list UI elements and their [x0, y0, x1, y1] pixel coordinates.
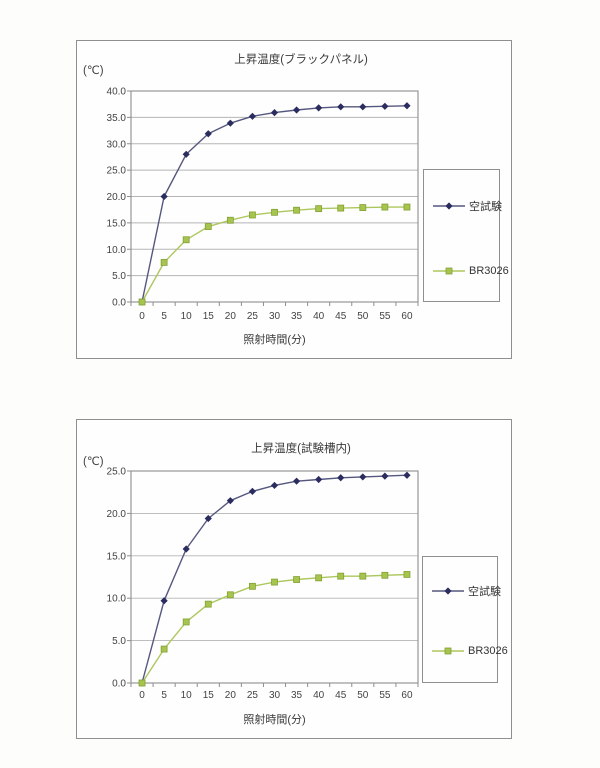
- svg-text:25.0: 25.0: [107, 166, 127, 177]
- svg-text:20: 20: [225, 690, 237, 701]
- svg-text:25: 25: [247, 311, 259, 322]
- svg-text:50: 50: [357, 690, 369, 701]
- legend-box: 空試験 BR3026: [422, 556, 508, 683]
- svg-text:20.0: 20.0: [107, 192, 127, 203]
- svg-text:50: 50: [357, 311, 369, 322]
- diamond-marker-icon: [432, 587, 464, 595]
- svg-text:0: 0: [139, 690, 145, 701]
- svg-text:15.0: 15.0: [107, 551, 127, 562]
- chart-test-chamber: 上昇温度(試験槽内) (℃) 0.0 5.0 10.0 15.0 20.0 25.0 0 5 1…: [76, 419, 512, 739]
- svg-text:15.0: 15.0: [107, 218, 127, 229]
- legend-label: BR3026: [468, 645, 508, 657]
- legend-label: 空試験: [468, 586, 501, 598]
- svg-text:40.0: 40.0: [107, 87, 127, 98]
- svg-text:10.0: 10.0: [107, 594, 127, 605]
- svg-text:15: 15: [203, 690, 215, 701]
- svg-text:25.0: 25.0: [107, 467, 127, 478]
- svg-text:55: 55: [379, 311, 391, 322]
- square-marker-icon: [433, 267, 465, 275]
- svg-text:15: 15: [203, 311, 215, 322]
- svg-text:35: 35: [291, 311, 303, 322]
- svg-text:25: 25: [247, 690, 259, 701]
- svg-text:60: 60: [401, 311, 413, 322]
- diamond-marker-icon: [433, 202, 465, 210]
- svg-text:0.0: 0.0: [112, 679, 126, 690]
- svg-text:5: 5: [161, 311, 167, 322]
- legend-item-blank-test: 空試験: [432, 198, 502, 214]
- square-marker-icon: [432, 647, 464, 655]
- svg-text:10: 10: [181, 690, 193, 701]
- svg-text:5.0: 5.0: [112, 636, 126, 647]
- x-axis-title: 照射時間(分): [243, 714, 306, 726]
- chart-title: 上昇温度(ブラックパネル): [234, 54, 368, 66]
- svg-text:40: 40: [313, 311, 325, 322]
- svg-text:20.0: 20.0: [107, 509, 127, 520]
- chart-title: 上昇温度(試験槽内): [251, 443, 351, 455]
- svg-text:45: 45: [335, 690, 347, 701]
- svg-text:40: 40: [313, 690, 325, 701]
- svg-text:5.0: 5.0: [112, 271, 126, 282]
- svg-text:60: 60: [401, 690, 413, 701]
- svg-text:0.0: 0.0: [112, 298, 126, 309]
- svg-text:10: 10: [181, 311, 193, 322]
- svg-text:10.0: 10.0: [107, 245, 127, 256]
- legend-label: 空試験: [469, 201, 502, 213]
- plot-area: 0.0 5.0 10.0 15.0 20.0 25.0 0 5 10 15 20 25 30 35 40 45…: [107, 467, 419, 701]
- svg-text:30.0: 30.0: [107, 139, 127, 150]
- legend-item-br3026: BR3026: [432, 265, 509, 277]
- legend-item-br3026: BR3026: [431, 645, 508, 657]
- svg-text:0: 0: [139, 311, 145, 322]
- svg-text:30: 30: [269, 690, 281, 701]
- svg-text:20: 20: [225, 311, 237, 322]
- svg-text:30: 30: [269, 311, 281, 322]
- legend-item-blank-test: 空試験: [431, 583, 501, 599]
- legend-label: BR3026: [469, 265, 509, 277]
- x-axis-title: 照射時間(分): [243, 334, 306, 346]
- legend-box: 空試験 BR3026: [423, 169, 509, 302]
- svg-text:5: 5: [161, 690, 167, 701]
- svg-text:45: 45: [335, 311, 347, 322]
- svg-text:35.0: 35.0: [107, 113, 127, 124]
- svg-text:35: 35: [291, 690, 303, 701]
- y-axis-unit-label: (℃): [83, 456, 104, 468]
- chart-black-panel: 上昇温度(ブラックパネル) (℃) 0.0 5.0 10.0 15.0 20.0 25.0…: [76, 40, 512, 359]
- plot-area: 0.0 5.0 10.0 15.0 20.0 25.0 30.0 35.0 40.0 0 5 10 15…: [107, 87, 419, 322]
- svg-text:55: 55: [379, 690, 391, 701]
- y-axis-unit-label: (℃): [83, 65, 104, 77]
